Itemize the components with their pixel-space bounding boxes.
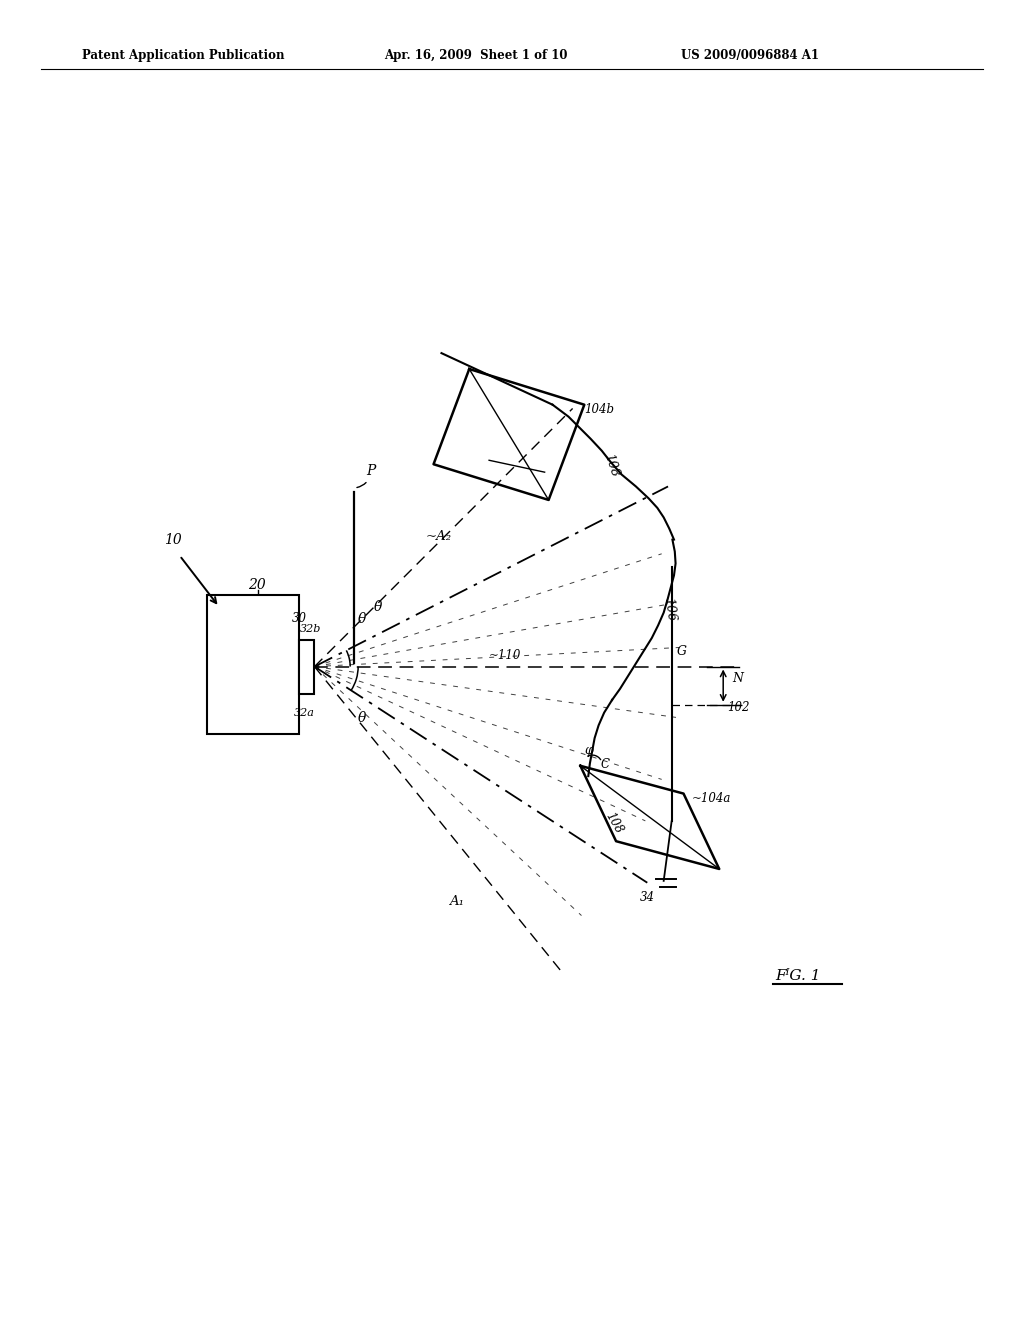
- Text: N: N: [733, 672, 743, 685]
- Text: 108: 108: [601, 453, 621, 479]
- Text: Apr. 16, 2009  Sheet 1 of 10: Apr. 16, 2009 Sheet 1 of 10: [384, 49, 567, 62]
- Text: θ: θ: [358, 612, 367, 626]
- Text: φ: φ: [585, 744, 593, 756]
- Text: 32a: 32a: [294, 708, 314, 718]
- Text: P: P: [357, 463, 376, 487]
- Text: ~A₂: ~A₂: [426, 529, 452, 543]
- Text: ~110: ~110: [489, 648, 521, 661]
- Text: FᴵG. 1: FᴵG. 1: [775, 969, 820, 983]
- Text: C: C: [600, 758, 609, 771]
- Text: 104b: 104b: [585, 403, 614, 416]
- Bar: [207, 595, 299, 734]
- Text: G: G: [677, 644, 686, 657]
- Text: ~104a: ~104a: [691, 792, 731, 804]
- Text: 108: 108: [602, 810, 625, 837]
- Text: 20: 20: [249, 578, 266, 591]
- Text: 34: 34: [640, 891, 655, 904]
- Text: 106: 106: [662, 597, 678, 622]
- Text: θ: θ: [374, 601, 382, 614]
- Text: θ: θ: [358, 711, 367, 725]
- Text: Patent Application Publication: Patent Application Publication: [82, 49, 285, 62]
- Text: 102: 102: [727, 701, 750, 714]
- Text: 30: 30: [292, 612, 307, 626]
- Text: US 2009/0096884 A1: US 2009/0096884 A1: [681, 49, 819, 62]
- Text: 32b: 32b: [300, 623, 322, 634]
- Text: A₁: A₁: [450, 895, 465, 908]
- Bar: [299, 640, 314, 693]
- Text: 10: 10: [164, 532, 181, 546]
